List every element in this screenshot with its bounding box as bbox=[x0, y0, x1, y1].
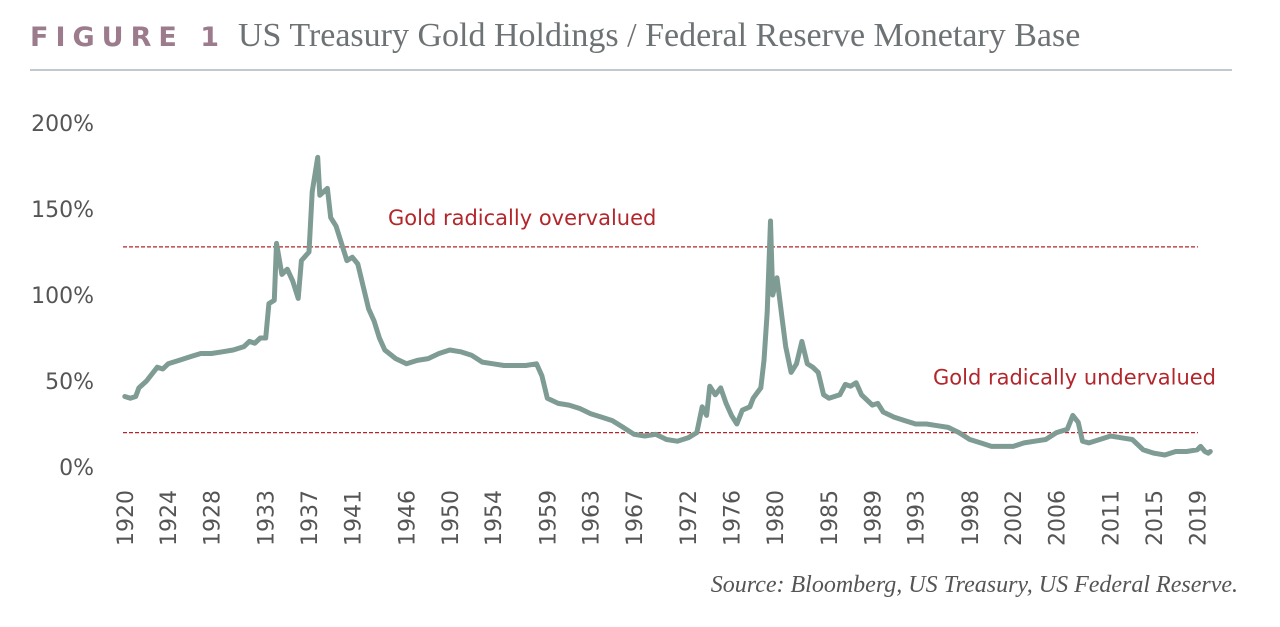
x-tick-label: 1980 bbox=[764, 490, 789, 546]
figure-label: FIGURE 1 bbox=[30, 22, 226, 53]
x-tick-label: 1928 bbox=[201, 490, 226, 546]
x-tick-label: 1946 bbox=[396, 490, 421, 546]
x-tick-label: 1937 bbox=[298, 490, 323, 546]
x-tick-label: 1972 bbox=[677, 490, 702, 546]
x-tick-label: 1920 bbox=[114, 490, 139, 546]
x-tick-label: 1998 bbox=[959, 490, 984, 546]
y-tick-label: 200% bbox=[31, 112, 94, 137]
annotation: Gold radically undervalued bbox=[933, 366, 1216, 390]
x-tick-label: 2015 bbox=[1143, 490, 1168, 546]
x-tick-label: 1933 bbox=[255, 490, 280, 546]
data-line bbox=[122, 154, 1213, 458]
x-tick-label: 1993 bbox=[905, 490, 930, 546]
x-tick-label: 1976 bbox=[721, 490, 746, 546]
source-note: Source: Bloomberg, US Treasury, US Feder… bbox=[711, 572, 1238, 598]
x-tick-label: 1989 bbox=[861, 490, 886, 546]
x-tick-label: 1941 bbox=[341, 490, 366, 546]
x-tick-label: 1963 bbox=[580, 490, 605, 546]
chart-title: US Treasury Gold Holdings / Federal Rese… bbox=[238, 17, 1080, 54]
y-tick-label: 150% bbox=[31, 198, 94, 223]
annotation: Gold radically overvalued bbox=[388, 206, 656, 230]
x-tick-label: 1985 bbox=[818, 490, 843, 546]
y-tick-label: 0% bbox=[59, 456, 94, 481]
x-tick-label: 1924 bbox=[157, 490, 182, 546]
x-tick-label: 2019 bbox=[1186, 490, 1211, 546]
x-tick-label: 1950 bbox=[439, 490, 464, 546]
x-tick-label: 1954 bbox=[482, 490, 507, 546]
x-tick-label: 2006 bbox=[1046, 490, 1071, 546]
x-tick-label: 2002 bbox=[1002, 490, 1027, 546]
x-tick-label: 1967 bbox=[623, 490, 648, 546]
x-tick-label: 2011 bbox=[1100, 490, 1125, 546]
x-tick-label: 1959 bbox=[536, 490, 561, 546]
y-tick-label: 100% bbox=[31, 284, 94, 309]
y-tick-label: 50% bbox=[45, 370, 94, 395]
